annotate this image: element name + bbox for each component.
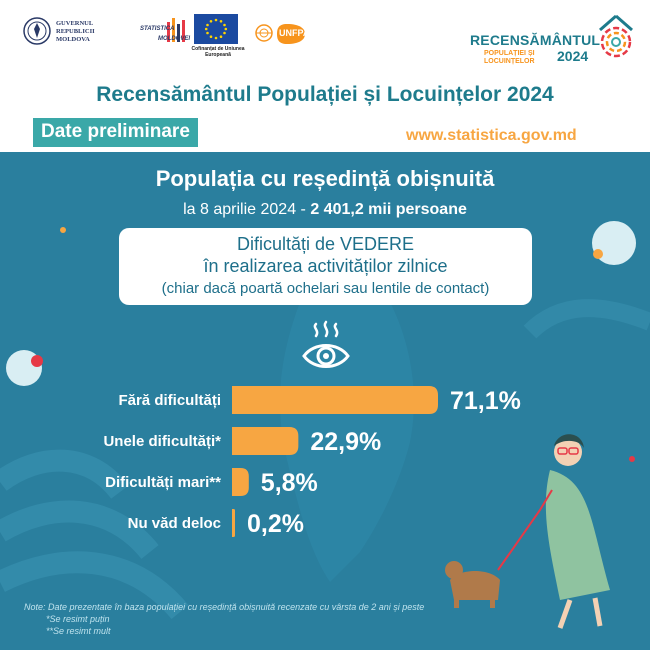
statistica-logo[interactable]: STATISTICA MOLDOVEI — [140, 18, 190, 50]
government-logo[interactable]: GUVERNUL REPUBLICII MOLDOVA — [22, 14, 127, 48]
eu-flag-icon — [194, 14, 238, 44]
bar-3 — [232, 468, 249, 496]
statistica-logo-text-2: MOLDOVEI — [158, 36, 191, 42]
bar-1 — [232, 386, 438, 414]
footnote-many: **Se resimt mult — [46, 626, 111, 636]
eu-caption: Cofinanțat de Uniunea Europeană — [191, 46, 245, 58]
difficulty-note: (chiar dacă poartă ochelari sau lentile … — [161, 280, 490, 297]
category-label-4: Nu văd deloc — [128, 515, 221, 532]
value-label-2: 22,9% — [310, 428, 381, 456]
category-label-2: Unele dificultăți* — [103, 433, 221, 450]
unfpa-text: UNFPA — [279, 28, 310, 38]
woman-walking-dog-illustration — [445, 434, 610, 629]
population-title: Populația cu reședință obișnuită — [155, 166, 495, 191]
census-house-spiral-icon — [599, 14, 633, 58]
website-link[interactable]: www.statistica.gov.md — [406, 127, 577, 144]
census-logo-year: 2024 — [557, 48, 589, 64]
statistica-logo-text: STATISTICA — [140, 26, 175, 32]
unfpa-badge-icon — [277, 24, 305, 44]
government-logo-text: GUVERNUL REPUBLICII MOLDOVA — [56, 20, 95, 43]
coat-of-arms-icon — [23, 17, 51, 45]
difficulty-caption-box: Dificultăți de VEDERE în realizarea acti… — [119, 228, 532, 305]
footnotes: Note: Date prezentate în baza populației… — [24, 601, 424, 637]
vision-difficulty-bar-chart: Fără dificultăți 71,1% Unele dificultăți* 2… — [103, 386, 521, 538]
population-total: 2 401,2 mii persoane — [310, 201, 467, 218]
category-label-1: Fără dificultăți — [118, 392, 221, 409]
value-label-3: 5,8% — [261, 469, 318, 497]
bar-2 — [232, 427, 299, 455]
map-background-decoration — [0, 221, 650, 620]
preliminary-badge: Date preliminare — [33, 118, 198, 147]
unfpa-logo[interactable]: UNFPA — [255, 22, 325, 46]
statistica-bars-icon — [167, 18, 185, 42]
census-logo[interactable]: RECENSĂMÂNTUL POPULAȚIEI ȘI LOCUINȚELOR … — [470, 10, 640, 70]
census-logo-title: RECENSĂMÂNTUL — [470, 32, 601, 48]
population-total-line: la 8 aprilie 2024 - 2 401,2 mii persoane — [0, 201, 650, 219]
footnote-main: Note: Date prezentate în baza populației… — [24, 602, 425, 612]
census-logo-subtitle: POPULAȚIEI ȘI LOCUINȚELOR — [484, 50, 535, 65]
un-emblem-icon — [255, 24, 273, 42]
value-label-1: 71,1% — [450, 387, 521, 415]
category-label-3: Dificultăți mari** — [105, 474, 221, 491]
footnote-some: *Se resimt puțin — [46, 614, 110, 624]
value-label-4: 0,2% — [247, 510, 304, 538]
header: GUVERNUL REPUBLICII MOLDOVA STATISTICA M… — [0, 0, 650, 152]
population-date: la 8 aprilie 2024 - — [183, 201, 306, 218]
bar-4 — [232, 509, 235, 537]
eye-icon — [302, 320, 350, 368]
difficulty-title: Dificultăți de VEDERE — [236, 234, 415, 254]
difficulty-subtitle: în realizarea activităților zilnice — [203, 256, 448, 276]
page-title: Recensământul Populației și Locuințelor … — [96, 83, 554, 106]
